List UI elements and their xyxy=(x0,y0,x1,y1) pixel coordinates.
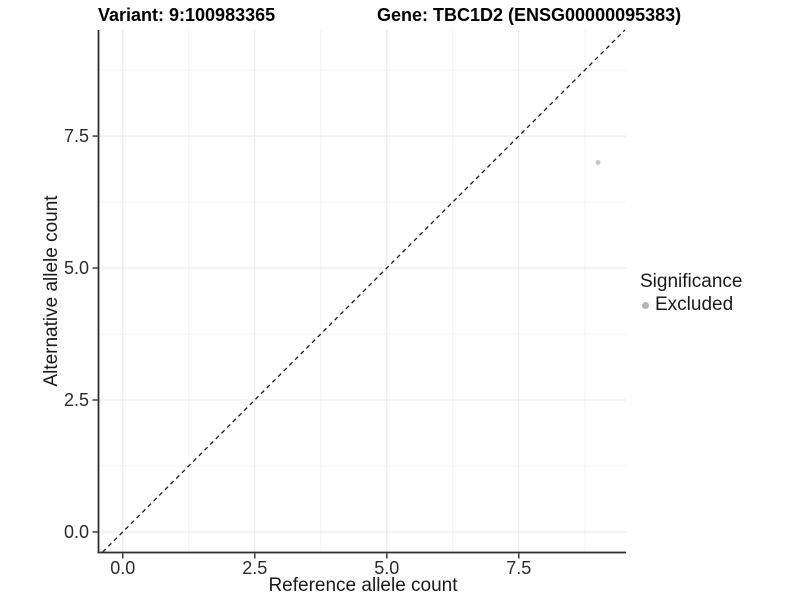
legend-point-icon xyxy=(642,301,649,309)
y-tick-label: 0.0 xyxy=(64,522,89,542)
gene-title: Gene: TBC1D2 (ENSG00000095383) xyxy=(377,5,682,25)
legend-title: Significance xyxy=(640,271,743,292)
legend-item-excluded: Excluded xyxy=(640,294,742,316)
y-axis-title: Alternative allele count xyxy=(41,195,62,387)
y-tick-label: 7.5 xyxy=(64,126,89,146)
data-point xyxy=(595,160,601,165)
identity-reference-line xyxy=(102,29,626,553)
x-tick-label: 5.0 xyxy=(374,558,399,578)
x-tick-label: 0.0 xyxy=(110,558,135,578)
x-tick-label: 2.5 xyxy=(242,558,267,578)
y-tick-label: 2.5 xyxy=(64,390,89,410)
variant-title: Variant: 9:100983365 xyxy=(98,5,276,25)
legend: Significance Excluded xyxy=(640,271,742,316)
legend-item-label: Excluded xyxy=(655,294,734,315)
x-tick-label: 7.5 xyxy=(506,558,531,578)
y-tick-label: 5.0 xyxy=(64,258,89,278)
x-axis-title: Reference allele count xyxy=(268,575,458,596)
